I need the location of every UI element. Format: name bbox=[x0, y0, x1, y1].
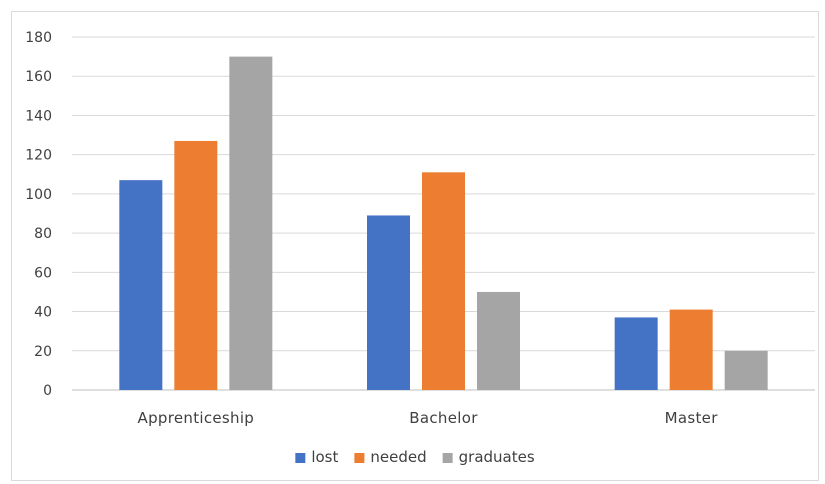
y-tick-label: 180 bbox=[25, 30, 52, 46]
bar-graduates-bachelor bbox=[477, 291, 520, 390]
legend-item-graduates: graduates bbox=[442, 448, 535, 466]
legend-item-lost: lost bbox=[295, 448, 338, 466]
y-tick-label: 120 bbox=[25, 148, 52, 164]
y-axis-ticks: 0 20 40 60 80 100 120 140 160 180 bbox=[25, 30, 52, 399]
x-category-label: Bachelor bbox=[409, 409, 478, 427]
x-axis-categories: Apprenticeship Bachelor Master bbox=[138, 409, 719, 427]
y-tick-label: 40 bbox=[34, 305, 52, 321]
legend-label: graduates bbox=[459, 448, 535, 466]
y-tick-label: 0 bbox=[43, 383, 52, 399]
legend-label: needed bbox=[370, 448, 426, 466]
bar-lost-bachelor bbox=[367, 215, 410, 390]
y-tick-label: 160 bbox=[25, 69, 52, 85]
bars bbox=[119, 56, 768, 390]
legend: lost needed graduates bbox=[295, 448, 535, 466]
legend-item-needed: needed bbox=[354, 448, 427, 466]
x-category-label: Master bbox=[665, 409, 719, 427]
bar-needed-apprenticeship bbox=[174, 140, 218, 390]
y-tick-label: 60 bbox=[34, 265, 52, 281]
bar-graduates-apprenticeship bbox=[229, 56, 273, 390]
legend-swatch bbox=[354, 453, 365, 463]
bar-graduates-master bbox=[724, 350, 768, 390]
bar-lost-apprenticeship bbox=[119, 180, 163, 390]
y-tick-label: 80 bbox=[34, 226, 52, 242]
legend-swatch bbox=[295, 453, 306, 463]
legend-label: lost bbox=[311, 448, 338, 466]
bar-needed-master bbox=[669, 309, 713, 390]
bar-lost-master bbox=[614, 317, 658, 390]
y-tick-label: 100 bbox=[25, 187, 52, 203]
y-tick-label: 20 bbox=[34, 344, 52, 360]
x-category-label: Apprenticeship bbox=[138, 409, 255, 427]
legend-swatch bbox=[442, 453, 453, 463]
bar-needed-bachelor bbox=[422, 172, 465, 390]
y-tick-label: 140 bbox=[25, 108, 52, 124]
